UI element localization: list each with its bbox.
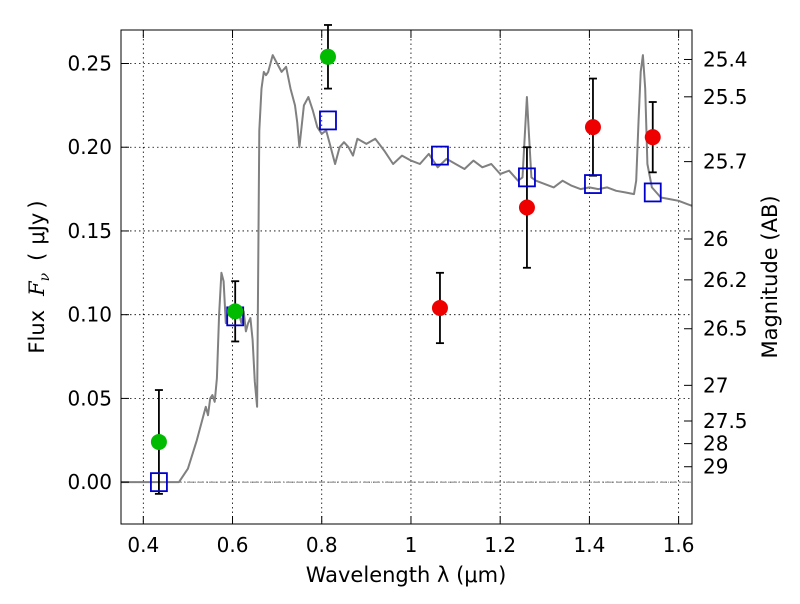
model-photometry-square [518,167,536,188]
y-tick-label: 0.10 [67,303,112,327]
model-photometry-square [584,174,602,194]
magnitude-tick-label: 27 [703,373,728,397]
grid [121,30,692,524]
magnitude-tick-label: 25.7 [703,150,748,174]
magnitude-tick-label: 29 [703,455,728,479]
x-tick-label: 0.4 [127,533,159,557]
y-tick-label: 0.05 [67,386,112,410]
magnitude-tick-label: 25.4 [703,47,748,71]
x-tick-label: 1.4 [573,533,605,557]
model-photometry-square [643,182,662,203]
y-tick-label: 0.00 [67,470,112,494]
y-tick-labels: 0.00 0.05 0.10 0.15 0.20 0.25 [67,51,112,494]
model-photometry-square [319,110,337,131]
magnitude-tick-label: 27.5 [703,409,748,433]
x-tick-labels: 0.4 0.6 0.8 1 1.2 1.4 1.6 [127,533,694,557]
observed-photometry-points [150,48,661,450]
photometry-point [150,433,167,450]
photometry-point [584,119,601,136]
x-tick-label: 1 [405,533,418,557]
x-tick-label: 1.2 [484,533,516,557]
model-photometry-square [431,145,449,166]
axis-ticks [121,30,692,524]
photometry-point [227,303,244,320]
magnitude-tick-label: 25.5 [703,85,748,109]
magnitude-tick-label: 28 [703,432,728,456]
magnitude-tick-label: 26.2 [703,268,748,292]
model-photometry-square [150,472,168,493]
photometry-point [431,299,448,316]
photometry-point [518,199,535,216]
y-axis-label: FluxFν(μJy) [25,200,53,353]
x-tick-label: 1.6 [663,533,695,557]
magnitude-tick-label: 26 [703,227,728,251]
x-tick-label: 0.8 [306,533,338,557]
x-axis-label: Wavelength λ (μm) [306,563,507,587]
plot-frame [120,29,693,525]
y-tick-label: 0.25 [67,51,112,75]
y-tick-label: 0.20 [67,135,112,159]
x-tick-label: 0.6 [217,533,249,557]
magnitude-tick-label: 26.5 [703,317,748,341]
photometry-point [644,129,661,146]
y-tick-label: 0.15 [67,219,112,243]
photometry-point [319,48,336,65]
y2-axis-label: Magnitude (AB) [758,195,782,358]
